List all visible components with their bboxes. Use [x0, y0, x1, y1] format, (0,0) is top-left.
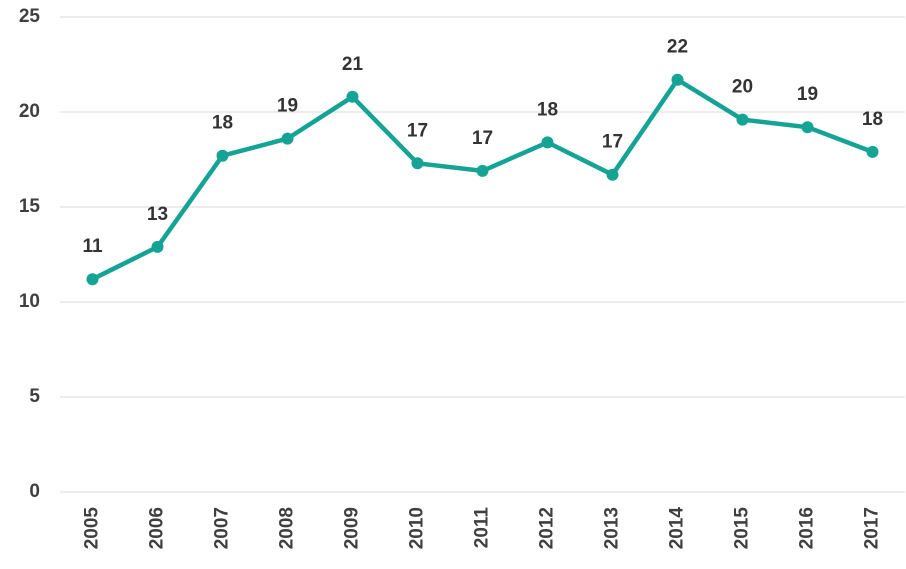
point — [606, 168, 619, 181]
value-label: 18 — [212, 113, 233, 134]
value-label: 18 — [862, 109, 883, 130]
value-label: 13 — [147, 204, 168, 225]
value-label: 20 — [732, 77, 753, 98]
x-tick-label: 2009 — [342, 507, 363, 549]
x-tick-label: 2007 — [212, 507, 233, 549]
x-tick-label: 2008 — [277, 507, 298, 549]
line — [91, 77, 874, 282]
point — [281, 132, 294, 145]
point — [216, 149, 229, 162]
x-tick-label: 2010 — [407, 507, 428, 549]
y-tick-label: 25 — [19, 6, 41, 27]
x-tick-label: 2016 — [797, 507, 818, 549]
value-label: 18 — [537, 99, 558, 120]
point — [86, 273, 99, 286]
y-tick-label: 20 — [19, 101, 40, 122]
y-tick-label: 5 — [29, 386, 40, 407]
value-label: 17 — [472, 128, 493, 149]
y-tick-label: 0 — [29, 481, 40, 502]
point — [476, 164, 489, 177]
point — [346, 90, 359, 103]
x-tick-label: 2013 — [602, 507, 623, 549]
point — [671, 73, 684, 86]
value-label: 19 — [277, 96, 298, 117]
y-tick-label: 15 — [19, 196, 41, 217]
x-tick-label: 2017 — [862, 507, 883, 549]
point — [866, 145, 879, 158]
point — [411, 157, 424, 170]
x-tick-label: 2005 — [82, 507, 103, 550]
x-tick-label: 2011 — [472, 507, 493, 549]
point — [151, 240, 164, 253]
value-label: 21 — [342, 54, 364, 75]
y-tick-label: 10 — [19, 291, 40, 312]
x-tick-label: 2015 — [732, 507, 753, 550]
value-label: 19 — [797, 84, 818, 105]
x-tick-label: 2012 — [537, 507, 558, 549]
point — [541, 136, 554, 149]
value-label: 22 — [667, 37, 688, 58]
value-label: 17 — [602, 132, 623, 153]
x-tick-label: 2014 — [667, 507, 688, 550]
point — [736, 113, 749, 126]
point — [801, 121, 814, 134]
value-label: 17 — [407, 120, 428, 141]
x-tick-label: 2006 — [147, 507, 168, 549]
value-label: 11 — [82, 236, 103, 257]
